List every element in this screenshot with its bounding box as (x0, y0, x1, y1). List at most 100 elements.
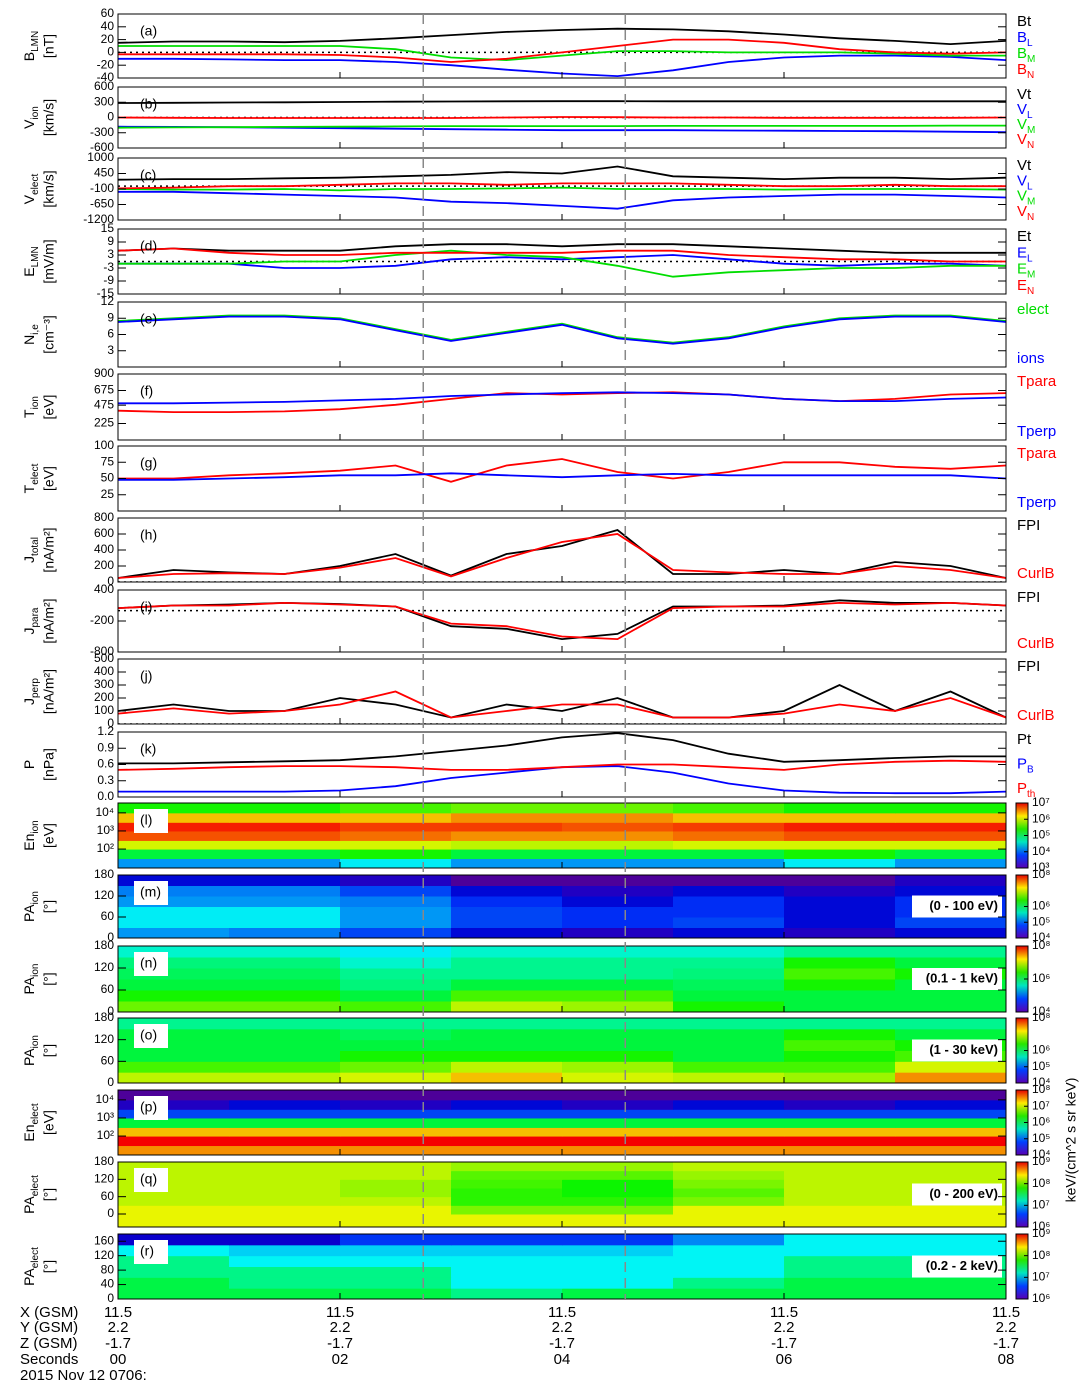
axis-row-value: 11.5 (326, 1304, 354, 1321)
y-tick-label: 475 (94, 397, 114, 411)
spectrogram-cell (451, 885, 563, 897)
panel-label: (g) (140, 455, 157, 471)
spectrogram-cell (784, 1277, 896, 1289)
y-tick-label: 675 (94, 383, 114, 397)
spectrogram-cell (340, 1145, 452, 1155)
y-label-unit: [°] (41, 972, 57, 985)
y-tick-label: 0.6 (97, 757, 114, 771)
y-tick-label: 60 (101, 909, 115, 923)
spectrogram-cell (562, 822, 674, 832)
legend-entry: CurlB (1017, 635, 1055, 652)
legend-name: E (1017, 277, 1027, 294)
y-tick-label: 1000 (87, 150, 114, 164)
legend-name: V (1017, 188, 1027, 205)
colorbar (1015, 1161, 1029, 1228)
inset-label: (1 - 30 keV) (929, 1042, 998, 1057)
panel (118, 243, 1006, 278)
legend-sub: N (1027, 212, 1034, 223)
spectrogram-cell (562, 875, 674, 886)
axis-row-value: 2.2 (552, 1319, 573, 1336)
spectrogram-cell (673, 1255, 785, 1267)
spectrogram-cell (118, 858, 230, 868)
spectrogram-cell (895, 822, 1006, 832)
spectrogram-cell (673, 1127, 785, 1137)
y-label-unit: [nPa] (41, 748, 57, 781)
spectrogram-cell (340, 1266, 452, 1278)
spectrogram-cell (451, 1196, 563, 1206)
legend-entry: Tperp (1017, 423, 1056, 440)
colorbar-tick-label: 10⁴ (1032, 930, 1051, 944)
spectrogram-cell (118, 1061, 230, 1073)
spectrogram-cell (229, 1099, 341, 1110)
spectrogram-cell (118, 1039, 230, 1051)
spectrogram-cell (229, 896, 341, 907)
y-tick-label: 180 (94, 938, 114, 952)
spectrogram-cell (118, 1050, 230, 1062)
spectrogram-cell (895, 946, 1006, 958)
legend-entry: Tpara (1017, 445, 1057, 462)
spectrogram-cell (229, 875, 341, 886)
panel: (0 - 200 eV) (118, 1162, 1006, 1227)
y-tick-label: 9 (107, 310, 114, 324)
panel-label: (c) (140, 167, 156, 183)
spectrogram-cell (118, 1179, 230, 1189)
y-tick-label: 900 (94, 366, 114, 380)
y-tick-label: 3 (107, 343, 114, 357)
spectrogram-cell (118, 1018, 230, 1030)
panel-label: (h) (140, 527, 157, 543)
axis-row-value: -1.7 (549, 1335, 575, 1352)
spectrogram-cell (895, 1001, 1006, 1012)
series-line (118, 391, 1006, 405)
legend-name: B (1017, 29, 1027, 46)
spectrogram-cell (229, 990, 341, 1002)
legend-sub: N (1027, 140, 1034, 151)
inset-box (912, 1039, 1002, 1062)
series-line (118, 690, 1006, 719)
plot-frame (117, 373, 1007, 441)
panel-label-box (134, 881, 168, 905)
y-tick-label: 0 (107, 110, 114, 124)
spectrogram-cell (673, 849, 785, 860)
spectrogram-cell (229, 1266, 341, 1278)
y-label-unit: [nA/m²] (41, 669, 57, 714)
spectrogram-cell (673, 1018, 785, 1030)
legend-entry: Pth (1017, 780, 1035, 800)
y-label: Tion (21, 396, 41, 418)
spectrogram-cell (451, 1028, 563, 1041)
y-tick-label: 160 (94, 1233, 114, 1247)
spectrogram-cell (673, 1244, 785, 1257)
spectrogram-cell (340, 858, 452, 868)
spectrogram-cell (784, 830, 896, 841)
y-label: ELMN (21, 246, 41, 276)
inset-box (912, 1255, 1002, 1278)
spectrogram-cell (673, 830, 785, 841)
y-tick-label: 600 (94, 79, 114, 93)
spectrogram-cell (118, 1109, 230, 1119)
axis-row-value: 2.2 (996, 1319, 1017, 1336)
spectrogram-cell (340, 1196, 452, 1206)
spectrogram-cell (895, 1244, 1006, 1257)
legend-name: Tpara (1017, 373, 1057, 390)
spectrogram-cell (895, 1214, 1006, 1227)
colorbar-tick-label: 10⁵ (1032, 914, 1050, 928)
legend-name: CurlB (1017, 635, 1055, 652)
spectrogram-cell (451, 1018, 563, 1030)
colorbar-tick-label: 10⁵ (1032, 828, 1050, 842)
spectrogram-cell (673, 979, 785, 991)
spectrogram-cell (340, 1188, 452, 1198)
spectrogram-cell (562, 1136, 674, 1147)
spectrogram-cell (673, 1028, 785, 1041)
panel-label: (i) (140, 599, 152, 615)
series-line (118, 249, 1006, 278)
spectrogram-cell (229, 1136, 341, 1147)
spectrogram-cell (562, 946, 674, 958)
spectrogram-cell (673, 1234, 785, 1246)
spectrogram-cell (340, 1136, 452, 1147)
spectrogram-cell (229, 1028, 341, 1041)
y-label-main: T (21, 409, 37, 418)
colorbar-tick-label: 10⁹ (1032, 1226, 1051, 1240)
y-label-unit: [nT] (41, 34, 57, 58)
spectrogram-cell (229, 830, 341, 841)
legend-sub: L (1027, 181, 1033, 192)
spectrogram-cell (118, 1277, 230, 1289)
